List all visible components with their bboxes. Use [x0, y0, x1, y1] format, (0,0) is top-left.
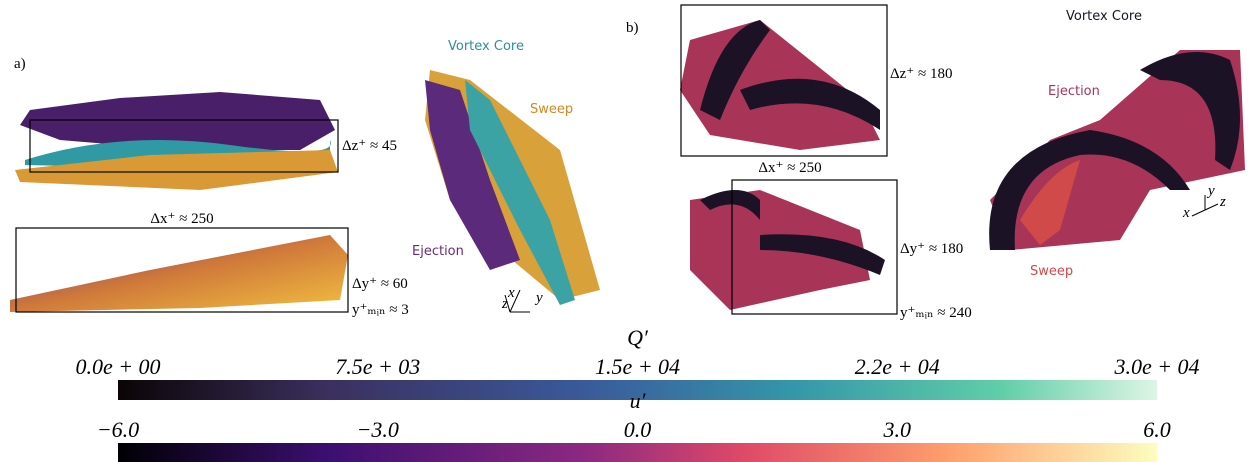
annotation: Ejection	[1048, 84, 1100, 99]
surface	[10, 235, 348, 312]
dim-label: Δz⁺ ≈ 45	[342, 138, 397, 154]
colorbar-tick-label: 3.0	[883, 417, 912, 442]
colorbar-tick-label: 0.0	[624, 417, 652, 442]
annotation: Ejection	[412, 244, 464, 259]
axis-label: y	[1206, 183, 1215, 199]
colorbar-tick-label: −3.0	[357, 417, 399, 442]
dim-label: Δy⁺ ≈ 180	[900, 241, 963, 257]
annotation: Sweep	[530, 102, 573, 117]
dim-label: Δz⁺ ≈ 180	[890, 66, 952, 82]
colorbars: Q′ 0.0e + 00 7.5e + 03 1.5e + 04 2.2e + 04 3.…	[75, 325, 1199, 462]
colorbar-tick-label: 7.5e + 03	[335, 354, 420, 379]
dim-label: Δy⁺ ≈ 60	[352, 276, 408, 292]
dim-label: Δx⁺ ≈ 250	[150, 211, 213, 227]
axis-label: y	[534, 290, 543, 306]
colorbar-tick-label: 0.0e + 00	[75, 354, 160, 379]
colorbar-tick-label: 1.5e + 04	[595, 354, 680, 379]
colorbar-title: u′	[630, 388, 647, 413]
dim-label: y⁺ₘᵢₙ ≈ 3	[352, 302, 409, 318]
colorbar-tick-label: 6.0	[1143, 417, 1171, 442]
colorbar-tick-label: 3.0e + 04	[1113, 354, 1199, 379]
colorbar-title: Q′	[627, 325, 649, 350]
colorbar	[118, 443, 1157, 462]
dim-label: Δx⁺ ≈ 250	[758, 160, 821, 176]
colorbar-tick-label: 2.2e + 04	[855, 354, 940, 379]
axis-label: x	[1182, 205, 1190, 221]
axis-label: z	[501, 296, 508, 312]
panel-label: a)	[14, 56, 26, 72]
dim-label: y⁺ₘᵢₙ ≈ 240	[900, 305, 972, 321]
colorbar-tick-label: −6.0	[97, 417, 139, 442]
annotation: Vortex Core	[448, 39, 524, 54]
axis-label: z	[1219, 194, 1226, 210]
figure: a) Δz⁺ ≈ 45 Δx⁺ ≈ 250 Δy⁺ ≈ 60 y⁺ₘᵢₙ ≈ 3…	[0, 0, 1252, 462]
axis-label: x	[507, 285, 515, 301]
panel-label: b)	[626, 20, 639, 36]
annotation: Vortex Core	[1066, 9, 1142, 24]
annotation: Sweep	[1030, 264, 1073, 279]
